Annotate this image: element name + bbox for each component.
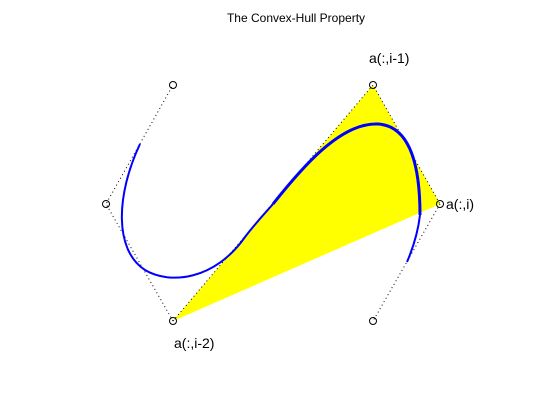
control-point-prev2-marker	[169, 317, 177, 325]
control-point-cur-marker	[436, 200, 444, 208]
control-point-marker	[102, 200, 110, 208]
label-point-cur: a(:,i)	[446, 196, 474, 212]
control-polygon-right	[372, 203, 441, 322]
control-point-marker	[169, 81, 177, 89]
convex-hull-region	[173, 85, 440, 321]
control-point-marker	[369, 317, 377, 325]
figure-title: The Convex-Hull Property	[227, 11, 365, 25]
spline-segment-left	[120, 143, 274, 279]
label-point-prev: a(:,i-1)	[369, 50, 409, 66]
control-point-prev-marker	[369, 81, 377, 89]
spline-segment-middle	[271, 122, 422, 216]
spline-segment-right	[406, 214, 421, 263]
label-point-prev2: a(:,i-2)	[174, 335, 214, 351]
control-polygon-left	[105, 84, 174, 322]
control-polygon-hull-edges	[172, 84, 441, 322]
